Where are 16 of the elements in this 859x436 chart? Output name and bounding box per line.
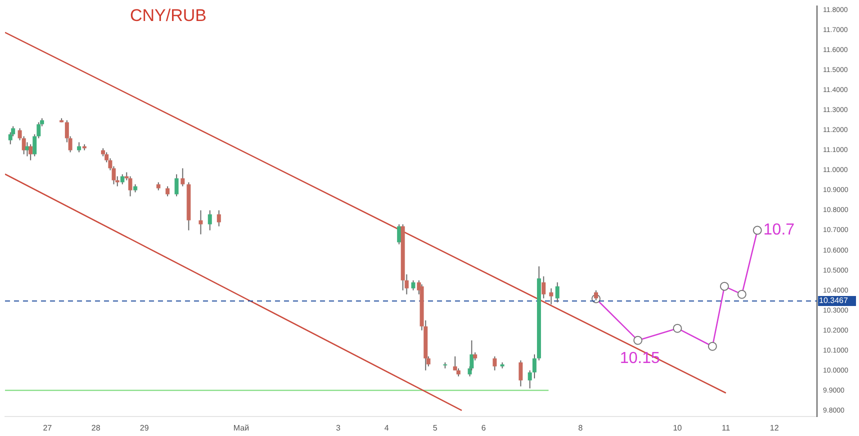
x-tick-label: 29 xyxy=(140,423,150,432)
x-tick-label: 11 xyxy=(722,423,731,432)
x-tick-label: 4 xyxy=(384,423,390,432)
x-tick-label: 6 xyxy=(481,423,486,432)
annotation: 10.15 xyxy=(620,350,660,367)
x-tick-label: 8 xyxy=(578,423,584,432)
x-tick-label: 12 xyxy=(770,423,780,432)
x-tick-label: 28 xyxy=(91,423,101,432)
annotation: 10.7 xyxy=(763,222,795,239)
chart-title: CNY/RUB xyxy=(130,6,207,26)
ref-line-label: 10.3467 xyxy=(819,296,848,306)
x-tick-label: 3 xyxy=(336,423,341,432)
x-tick-label: 27 xyxy=(42,423,52,432)
x-tick-label: Май xyxy=(233,423,250,432)
x-tick-label: 10 xyxy=(672,423,682,432)
x-tick-label: 5 xyxy=(432,423,438,432)
